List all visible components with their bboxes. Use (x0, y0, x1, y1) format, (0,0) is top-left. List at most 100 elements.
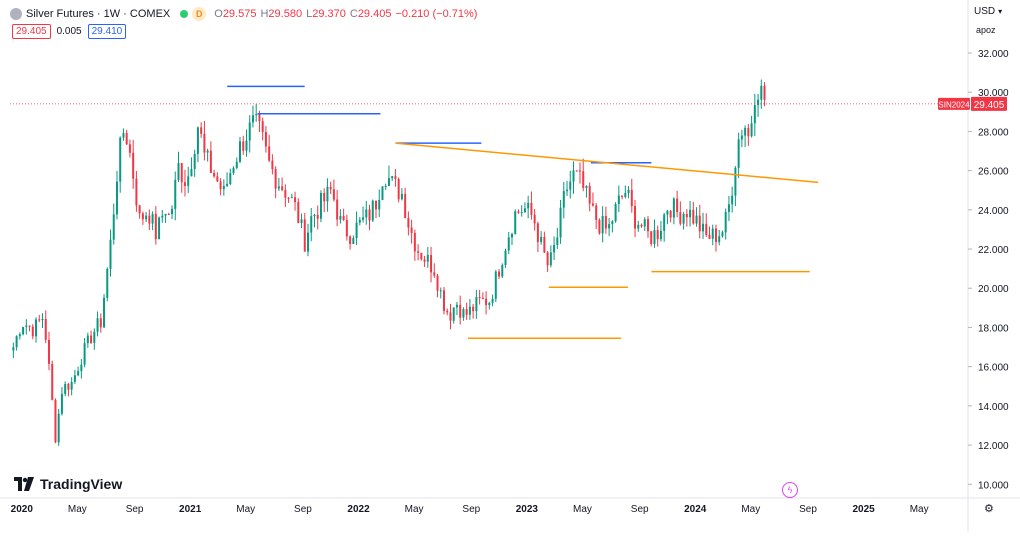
candle (109, 229, 112, 277)
candle-body (523, 208, 526, 213)
candle-body (145, 215, 148, 220)
candle (394, 169, 397, 187)
candle (734, 166, 737, 207)
x-tick-label: May (910, 504, 929, 515)
candle (439, 287, 442, 299)
candle (268, 134, 271, 163)
candle-body (672, 198, 675, 218)
candle-body (643, 219, 646, 227)
candle-body (239, 141, 242, 162)
candle-body (588, 186, 591, 204)
x-tick-label: May (405, 504, 424, 515)
candle-body (504, 250, 507, 266)
gear-icon[interactable]: ⚙ (984, 503, 994, 515)
candle (132, 139, 135, 189)
candle-body (760, 85, 763, 100)
candle-body (41, 318, 44, 321)
candle (177, 151, 180, 182)
candle-body (60, 393, 63, 414)
tv-logo-icon (14, 477, 34, 491)
candle (420, 252, 423, 261)
candle (371, 199, 374, 222)
candle (705, 213, 708, 237)
candle-body (604, 215, 607, 229)
y-tick-label: 10.000 (978, 480, 1009, 491)
candle (222, 179, 225, 196)
candle (365, 200, 368, 225)
candle-body (47, 339, 50, 364)
candle (190, 157, 193, 177)
candle (355, 211, 358, 245)
candle-body (375, 200, 378, 210)
candle-body (128, 144, 131, 153)
candle (763, 82, 766, 107)
candle-body (595, 205, 598, 220)
candle (407, 211, 410, 236)
candle-body (209, 150, 212, 173)
candle-body (248, 122, 251, 141)
candle (504, 248, 507, 268)
candle-body (307, 232, 310, 252)
candle-body (12, 347, 15, 351)
x-tick-label: Sep (126, 504, 144, 515)
candle (533, 209, 536, 231)
candle (569, 170, 572, 199)
candle (543, 231, 546, 254)
candle-body (575, 170, 578, 172)
candle-body (439, 290, 442, 292)
scale-mode-label[interactable]: apoz (976, 25, 996, 35)
candle-body (271, 160, 274, 170)
symbol-title[interactable]: Silver Futures · 1W · COMEX (26, 8, 171, 20)
candle (206, 148, 209, 162)
lightning-icon[interactable]: ϟ (782, 482, 798, 498)
currency-selector[interactable]: USD ▾ (974, 6, 1002, 17)
candle (125, 129, 128, 146)
candle-body (472, 306, 475, 312)
sell-price-button[interactable]: 29.405 (12, 24, 51, 39)
candle (575, 170, 578, 172)
candle-body (51, 363, 54, 400)
candle-body (621, 195, 624, 197)
candle-body (498, 271, 501, 277)
chevron-down-icon: ▾ (998, 7, 1003, 16)
candle (721, 230, 724, 238)
candle (303, 212, 306, 252)
candle-body (281, 186, 284, 190)
candle (193, 149, 196, 177)
candle-body (31, 326, 34, 337)
candle-body (326, 186, 329, 202)
candle-body (99, 318, 102, 328)
candle (226, 172, 229, 188)
tradingview-logo[interactable]: TradingView (14, 476, 122, 492)
candle-body (630, 189, 633, 207)
candle-body (491, 298, 494, 303)
candle-body (640, 224, 643, 227)
candle (261, 117, 264, 141)
candle (209, 141, 212, 174)
candle-body (711, 228, 714, 239)
candle-body (449, 312, 452, 321)
candle-body (423, 259, 426, 262)
candle (22, 326, 25, 336)
candle-body (119, 137, 122, 182)
candle (465, 302, 468, 320)
candle (559, 199, 562, 244)
chart-legend[interactable]: Silver Futures · 1W · COMEX D O29.575 H2… (10, 6, 481, 22)
candle-body (300, 219, 303, 223)
candle-body (676, 198, 679, 213)
candle (339, 209, 342, 224)
candle (277, 177, 280, 192)
candle (64, 381, 67, 397)
y-tick-label: 12.000 (978, 441, 1009, 452)
candle (517, 209, 520, 214)
buy-price-button[interactable]: 29.410 (87, 24, 127, 39)
drawing-lines (227, 85, 819, 339)
candle-body (494, 271, 497, 299)
candle (472, 303, 475, 319)
candle (80, 359, 83, 379)
candle-body (404, 193, 407, 219)
candle (663, 212, 666, 242)
candle-body (753, 105, 756, 124)
candle-body (339, 215, 342, 220)
